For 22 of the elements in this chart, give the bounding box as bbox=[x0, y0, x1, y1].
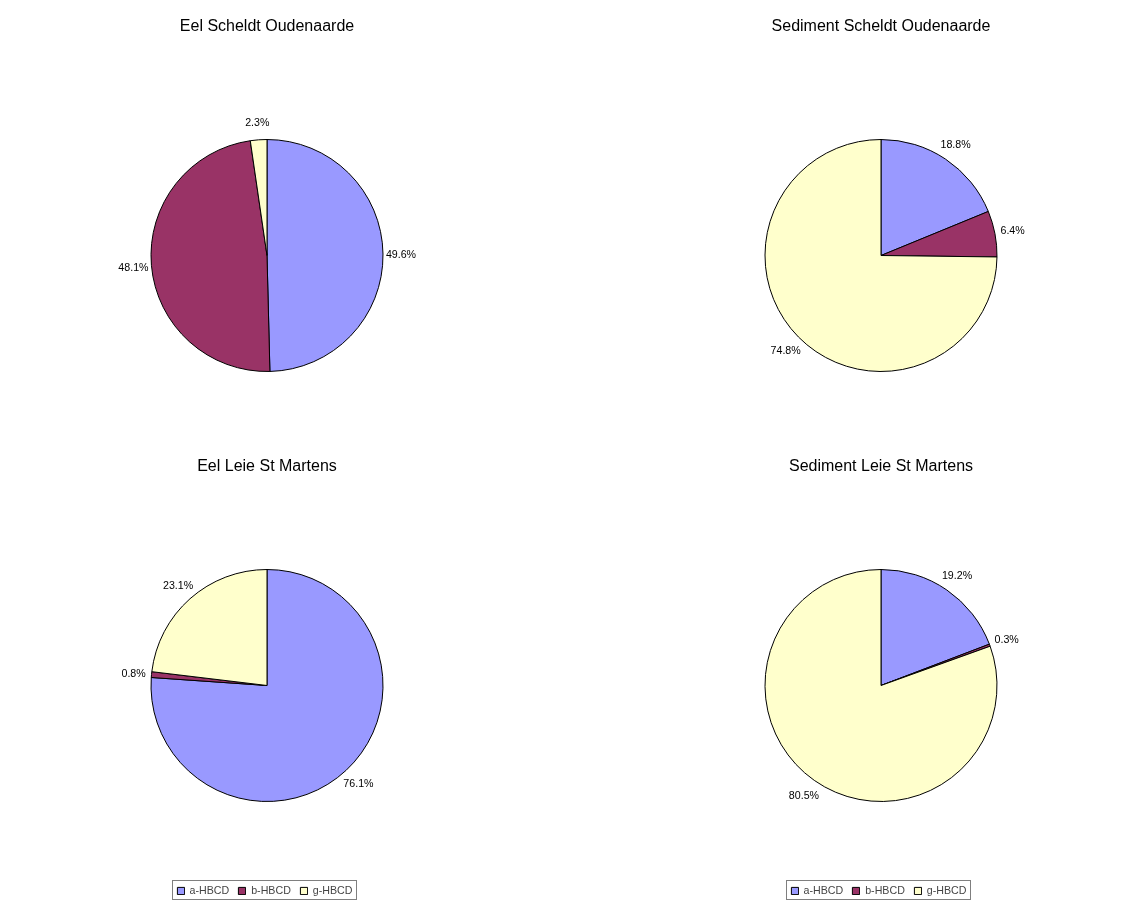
legend-label: b-HBCD bbox=[251, 884, 291, 896]
data-label: 80.5% bbox=[788, 789, 820, 802]
data-label: 49.6% bbox=[385, 247, 417, 260]
data-label: 23.1% bbox=[162, 579, 194, 592]
legend-label: g-HBCD bbox=[312, 884, 353, 896]
data-label: 6.4% bbox=[1000, 224, 1026, 237]
data-label: 0.8% bbox=[121, 666, 147, 679]
data-label: 19.2% bbox=[941, 569, 973, 582]
chart-title: Eel Scheldt Oudenaarde bbox=[179, 17, 355, 34]
data-label: 76.1% bbox=[343, 777, 375, 790]
legend-label: a-HBCD bbox=[189, 884, 230, 896]
chart-title: Sediment Leie St Martens bbox=[788, 457, 974, 474]
legend-label: a-HBCD bbox=[803, 884, 844, 896]
data-label: 2.3% bbox=[245, 115, 270, 128]
data-label: 48.1% bbox=[118, 260, 150, 273]
data-label: 0.3% bbox=[994, 632, 1020, 645]
data-label: 74.8% bbox=[770, 343, 802, 356]
legend-label: g-HBCD bbox=[926, 884, 967, 896]
chart-title: Sediment Scheldt Oudenaarde bbox=[771, 17, 991, 34]
data-label: 18.8% bbox=[940, 138, 972, 151]
legend-label: b-HBCD bbox=[865, 884, 905, 896]
chart-title: Eel Leie St Martens bbox=[197, 457, 337, 474]
